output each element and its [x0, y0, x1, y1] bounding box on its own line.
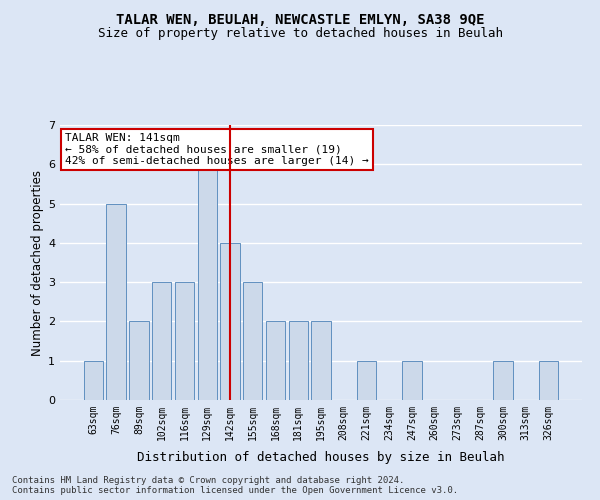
- Bar: [311, 322, 331, 400]
- Bar: [493, 360, 513, 400]
- Text: Distribution of detached houses by size in Beulah: Distribution of detached houses by size …: [137, 451, 505, 464]
- Bar: [266, 322, 285, 400]
- Text: Size of property relative to detached houses in Beulah: Size of property relative to detached ho…: [97, 28, 503, 40]
- Bar: [539, 360, 558, 400]
- Bar: [197, 164, 217, 400]
- Bar: [152, 282, 172, 400]
- Bar: [84, 360, 103, 400]
- Bar: [403, 360, 422, 400]
- Text: Contains HM Land Registry data © Crown copyright and database right 2024.
Contai: Contains HM Land Registry data © Crown c…: [12, 476, 458, 495]
- Bar: [289, 322, 308, 400]
- Bar: [243, 282, 262, 400]
- Bar: [106, 204, 126, 400]
- Y-axis label: Number of detached properties: Number of detached properties: [31, 170, 44, 356]
- Text: TALAR WEN: 141sqm
← 58% of detached houses are smaller (19)
42% of semi-detached: TALAR WEN: 141sqm ← 58% of detached hous…: [65, 133, 369, 166]
- Bar: [129, 322, 149, 400]
- Bar: [357, 360, 376, 400]
- Bar: [175, 282, 194, 400]
- Bar: [220, 243, 239, 400]
- Text: TALAR WEN, BEULAH, NEWCASTLE EMLYN, SA38 9QE: TALAR WEN, BEULAH, NEWCASTLE EMLYN, SA38…: [116, 12, 484, 26]
